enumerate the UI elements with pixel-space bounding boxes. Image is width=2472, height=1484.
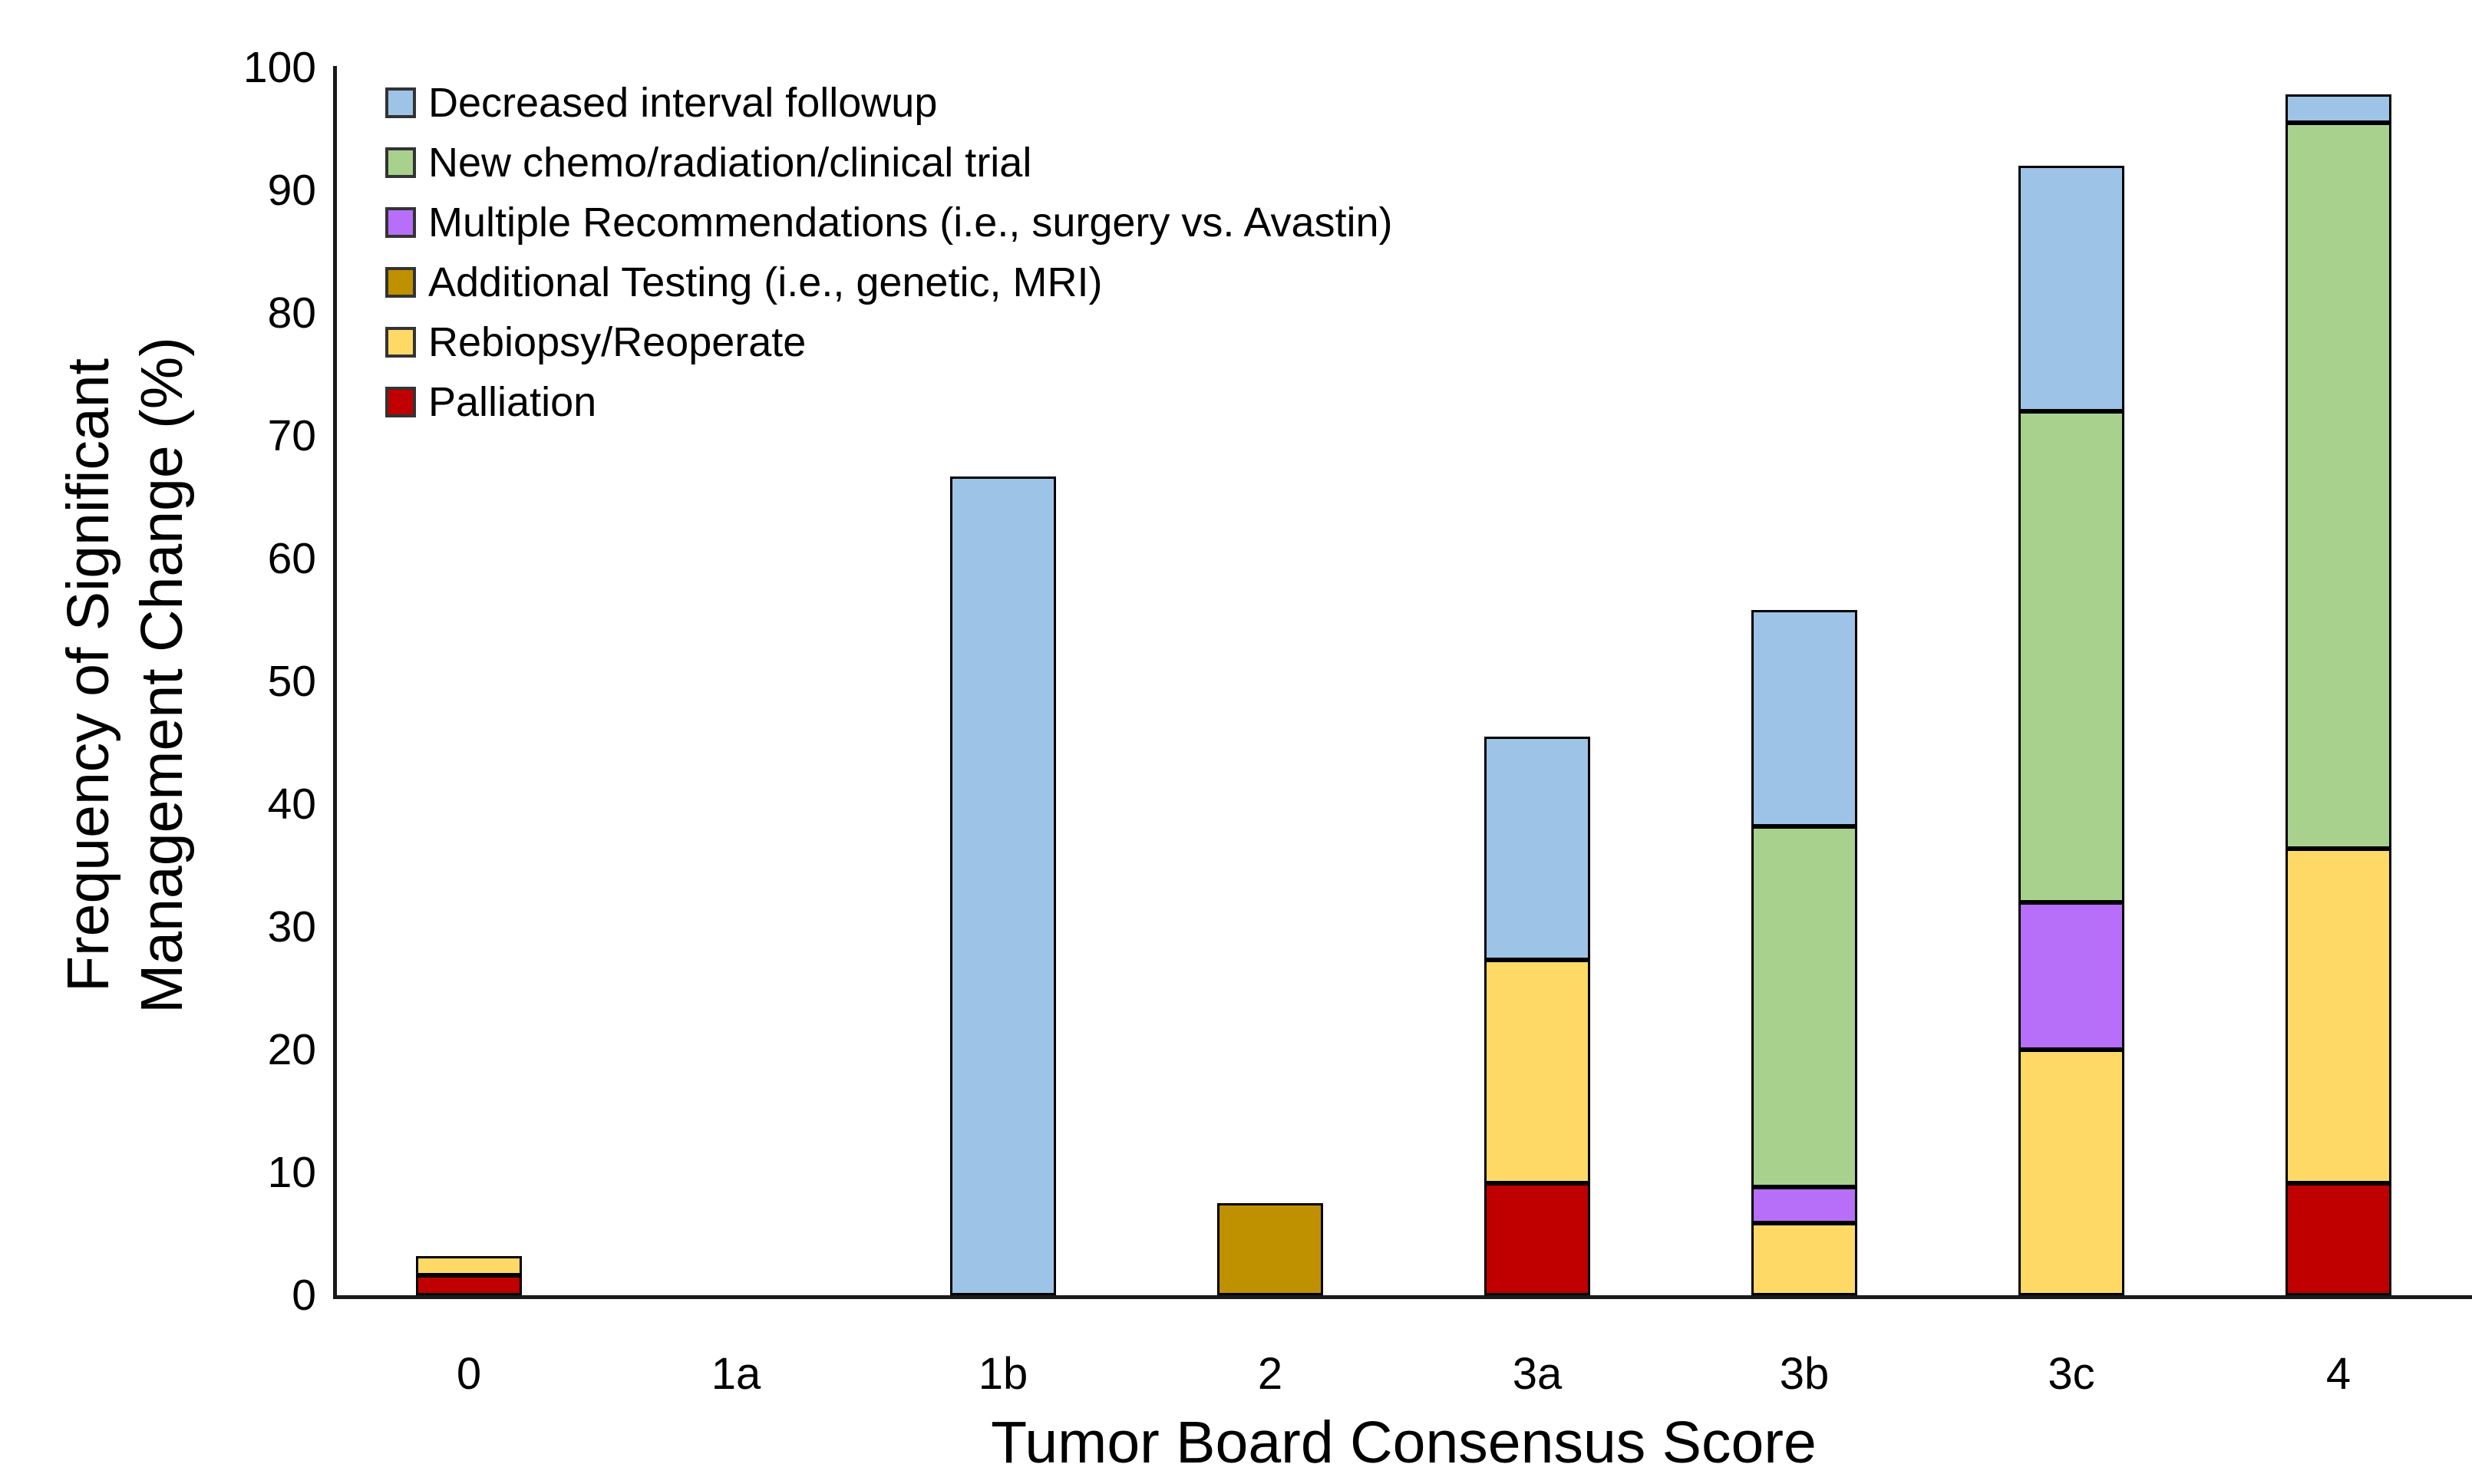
legend-swatch (385, 87, 416, 118)
bar-segment (1751, 1187, 1857, 1223)
x-axis-title: Tumor Board Consensus Score (991, 1410, 1817, 1476)
legend-item: Additional Testing (i.e., genetic, MRI) (385, 259, 1102, 305)
legend-swatch (385, 387, 416, 417)
bar-segment (1751, 610, 1857, 826)
y-tick-label: 70 (267, 411, 316, 460)
bar-segment (1217, 1203, 1323, 1295)
y-axis-title-line2: Management Change (%) (129, 337, 195, 1014)
bar-segment (950, 476, 1056, 1295)
x-axis-line (333, 1295, 2472, 1299)
x-tick-label: 3c (2048, 1349, 2095, 1399)
legend-label: Palliation (428, 379, 597, 425)
legend-swatch (385, 327, 416, 358)
legend-label: New chemo/radiation/clinical trial (428, 140, 1032, 186)
bar-segment (2018, 902, 2124, 1050)
legend-item: Decreased interval followup (385, 80, 937, 126)
bar-segment (1484, 960, 1590, 1184)
legend-swatch (385, 207, 416, 238)
bar-segment (416, 1255, 522, 1276)
y-tick-label: 0 (292, 1271, 316, 1320)
bar-segment (1484, 1183, 1590, 1295)
y-axis-title: Frequency of Significant Management Chan… (51, 23, 199, 1327)
x-tick-label: 3a (1512, 1349, 1563, 1399)
y-tick-label: 90 (267, 166, 316, 215)
y-axis-title-line1: Frequency of Significant (55, 358, 121, 993)
legend-label: Additional Testing (i.e., genetic, MRI) (428, 259, 1103, 305)
y-tick-label: 20 (267, 1025, 316, 1074)
y-tick-label: 30 (267, 902, 316, 951)
x-tick-label: 0 (456, 1349, 482, 1399)
y-tick-label: 80 (267, 289, 316, 338)
x-tick-label: 2 (1257, 1349, 1283, 1399)
legend-item: Rebiopsy/Reoperate (385, 319, 806, 365)
legend-label: Decreased interval followup (428, 80, 938, 126)
legend-label: Multiple Recommendations (i.e., surgery … (428, 200, 1393, 246)
y-tick-label: 40 (267, 780, 316, 829)
legend-item: Multiple Recommendations (i.e., surgery … (385, 200, 1393, 246)
bar-segment (2286, 1183, 2391, 1295)
y-axis-line (333, 66, 337, 1299)
bar-segment (416, 1275, 522, 1295)
legend-swatch (385, 147, 416, 178)
bar-segment (2286, 848, 2391, 1184)
x-tick-label: 1b (978, 1349, 1028, 1399)
x-tick-label: 4 (2325, 1349, 2352, 1399)
bar-segment (2018, 411, 2124, 902)
bar-segment (1751, 1222, 1857, 1295)
bar-segment (2286, 94, 2391, 123)
bar-segment (1751, 826, 1857, 1188)
bar-segment (1484, 737, 1590, 961)
bar-segment (2018, 166, 2124, 411)
y-tick-label: 50 (267, 657, 316, 706)
y-tick-label: 10 (267, 1148, 316, 1197)
legend-item: Palliation (385, 379, 596, 425)
y-tick-label: 100 (243, 43, 316, 92)
x-tick-label: 3b (1779, 1349, 1830, 1399)
bar-segment (2018, 1050, 2124, 1295)
legend-swatch (385, 267, 416, 298)
x-tick-label: 1a (711, 1349, 761, 1399)
bar-segment (2286, 123, 2391, 849)
legend-item: New chemo/radiation/clinical trial (385, 140, 1031, 186)
y-tick-label: 60 (267, 534, 316, 583)
legend-label: Rebiopsy/Reoperate (428, 319, 807, 365)
